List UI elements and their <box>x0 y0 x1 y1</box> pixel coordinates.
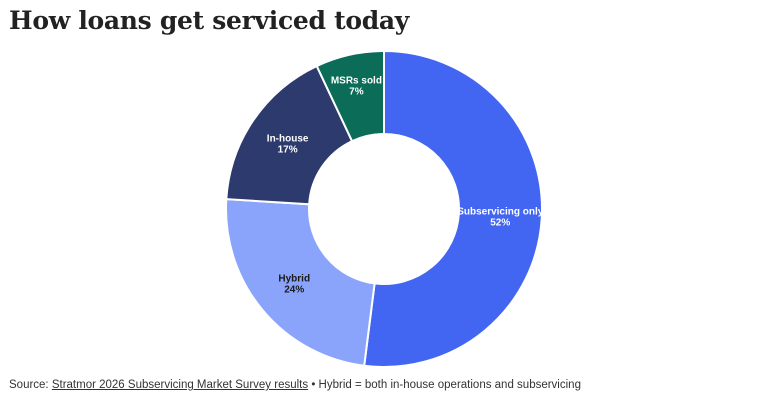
slice-msrs-sold[interactable] <box>315 49 385 143</box>
slice-label-msrs-sold: MSRs sold <box>331 76 382 87</box>
slice-in-house[interactable] <box>225 64 354 206</box>
slice-label-hybrid: Hybrid <box>278 273 310 284</box>
slice-value-in-house: 17% <box>278 145 298 156</box>
slice-label-subservicing-only: Subservicing only <box>457 206 544 217</box>
source-footer: Source: Stratmor 2026 Subservicing Marke… <box>9 379 581 391</box>
source-link[interactable]: Stratmor 2026 Subservicing Market Survey… <box>51 379 309 391</box>
slice-value-subservicing-only: 52% <box>490 217 510 228</box>
slice-value-hybrid: 24% <box>284 284 304 295</box>
slice-value-msrs-sold: 7% <box>349 87 364 98</box>
slice-hybrid[interactable] <box>225 198 376 367</box>
page-title: How loans get serviced today <box>9 6 409 35</box>
slice-label-in-house: In-house <box>267 134 309 145</box>
source-prefix: Source: <box>9 379 52 391</box>
slice-subservicing-only[interactable] <box>363 49 543 368</box>
footnote: • Hybrid = both in-house operations and … <box>308 379 581 391</box>
slices-group <box>225 49 543 368</box>
